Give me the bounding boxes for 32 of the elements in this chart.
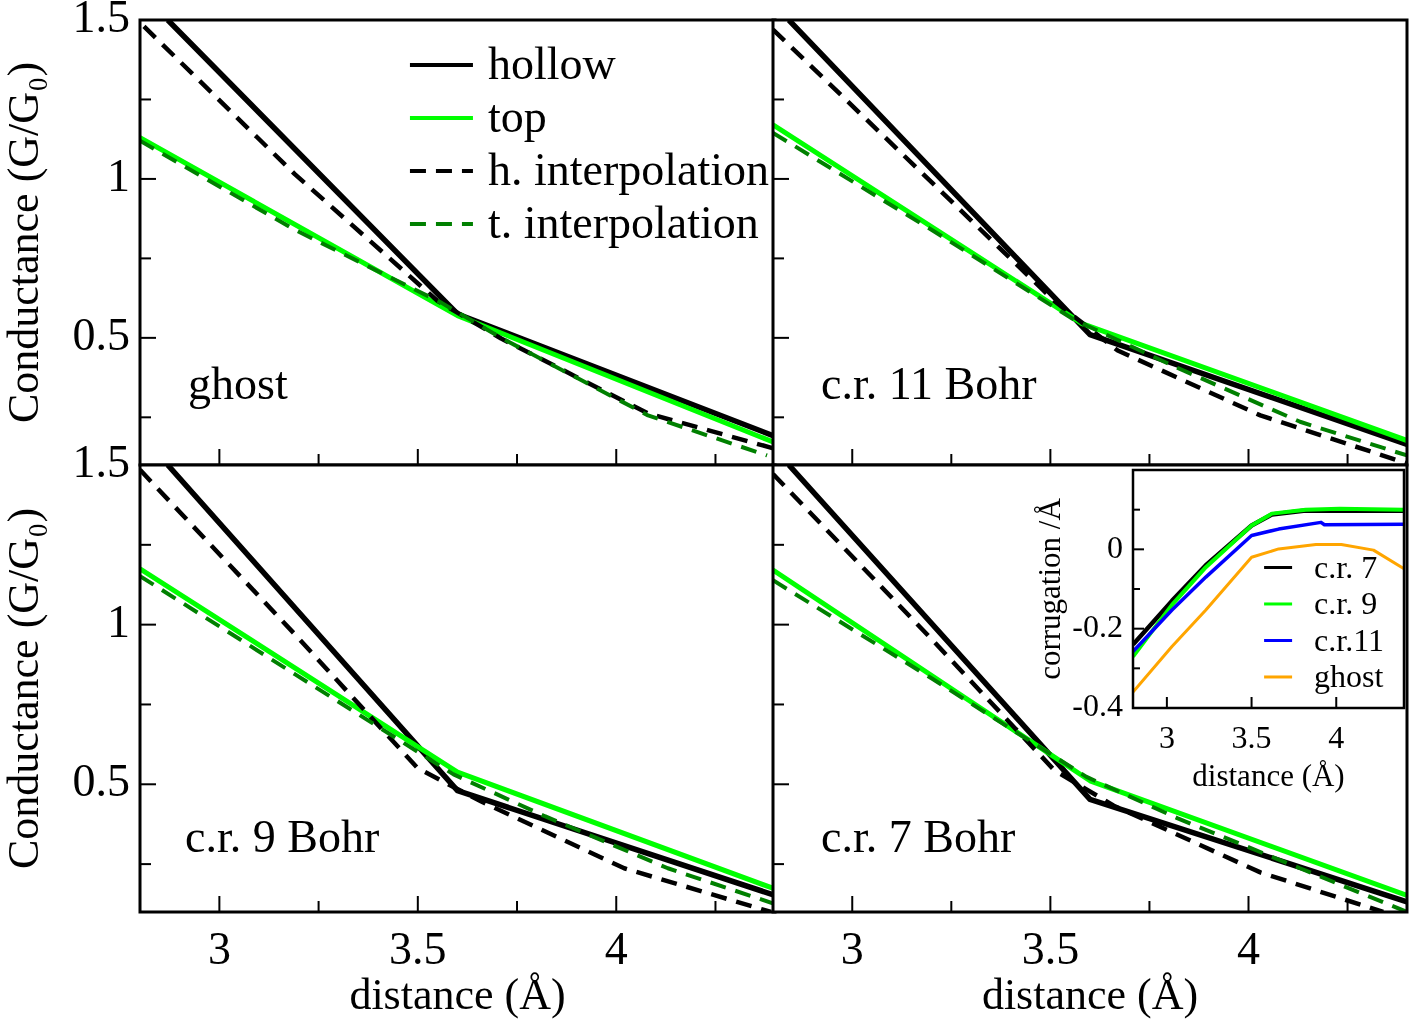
annotation: c.r. 11 Bohr bbox=[821, 358, 1037, 409]
y-tick-label: -0.2 bbox=[1072, 608, 1123, 645]
y-axis-title: Conductance (G/G₀) bbox=[0, 507, 48, 870]
x-tick-label: 4 bbox=[1237, 922, 1260, 974]
legend-label: c.r. 9 bbox=[1314, 585, 1378, 622]
x-tick-label: 4 bbox=[1328, 718, 1345, 755]
legend-label: t. interpolation bbox=[487, 197, 759, 249]
x-tick-label: 3 bbox=[207, 922, 231, 974]
annotation: ghost bbox=[188, 358, 288, 409]
y-axis-title: Conductance (G/G₀) bbox=[0, 61, 48, 424]
y-axis-title: corrugation /Å bbox=[1031, 497, 1067, 680]
x-tick-label: 3 bbox=[840, 922, 864, 974]
legend-label: hollow bbox=[487, 38, 617, 90]
legend-label: ghost bbox=[1314, 658, 1384, 695]
legend-label: c.r. 7 bbox=[1314, 548, 1378, 585]
legend-label: c.r.11 bbox=[1314, 621, 1384, 658]
y-tick-label: 0.5 bbox=[72, 755, 130, 807]
y-tick-label: 1.5 bbox=[72, 0, 130, 43]
legend-label: h. interpolation bbox=[487, 144, 770, 196]
y-tick-label: 0.5 bbox=[72, 308, 130, 360]
x-tick-label: 4 bbox=[604, 922, 628, 974]
legend-label: top bbox=[487, 91, 547, 143]
x-tick-label: 3 bbox=[1158, 718, 1175, 755]
annotation: c.r. 9 Bohr bbox=[185, 811, 380, 862]
annotation: c.r. 7 Bohr bbox=[821, 811, 1016, 862]
y-tick-label: 1 bbox=[107, 595, 130, 647]
y-tick-label: 0 bbox=[1107, 528, 1123, 565]
x-tick-label: 3.5 bbox=[1231, 718, 1272, 755]
y-tick-label: 1 bbox=[107, 150, 130, 202]
y-tick-label: 1.5 bbox=[72, 436, 130, 488]
x-axis-title: distance (Å) bbox=[1192, 757, 1345, 793]
y-tick-label: -0.4 bbox=[1072, 687, 1123, 724]
